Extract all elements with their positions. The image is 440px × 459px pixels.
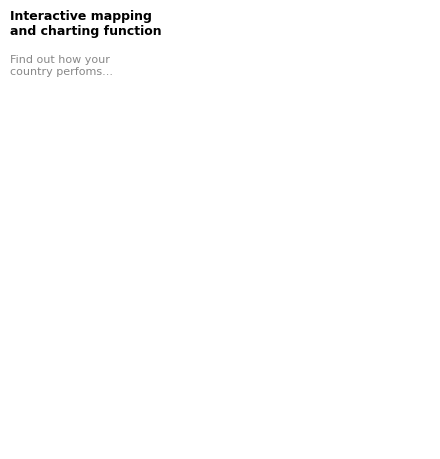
Text: Find out how your
country perfoms...: Find out how your country perfoms... xyxy=(10,55,113,77)
Text: Interactive mapping
and charting function: Interactive mapping and charting functio… xyxy=(10,10,161,38)
